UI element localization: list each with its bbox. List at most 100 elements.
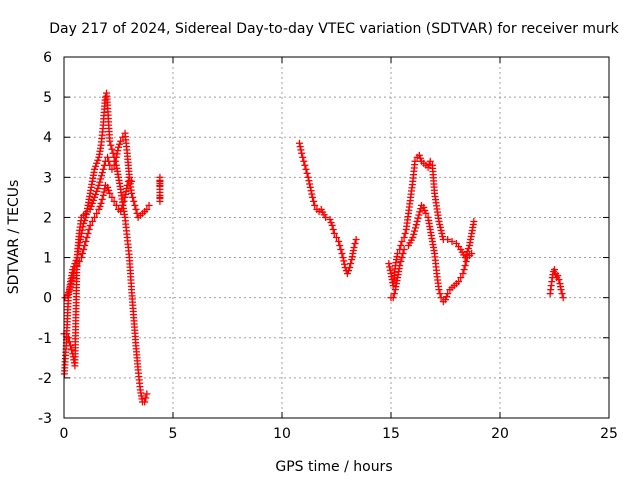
data-point	[82, 209, 90, 217]
y-axis-tick-labels: -3 -2 -1 0 1 2 3 4 5 6	[38, 50, 52, 427]
data-point	[436, 290, 444, 298]
data-point	[343, 270, 351, 278]
data-point	[66, 283, 74, 291]
y-tick-label: 2	[43, 210, 52, 226]
data-point	[112, 153, 120, 161]
data-point	[145, 201, 153, 209]
data-point	[438, 229, 446, 237]
data-point	[105, 157, 113, 165]
data-point	[344, 267, 352, 275]
y-tick-label: 6	[43, 50, 52, 66]
data-point	[97, 175, 105, 183]
data-point	[399, 250, 407, 258]
x-tick-label: 0	[60, 426, 69, 442]
data-point	[142, 394, 150, 402]
x-tick-label: 5	[169, 426, 178, 442]
data-point	[106, 189, 114, 197]
data-point	[422, 209, 430, 217]
data-point	[299, 153, 307, 161]
data-point	[295, 139, 303, 147]
data-point	[130, 197, 138, 205]
data-point	[304, 173, 312, 181]
data-point	[107, 141, 115, 149]
data-point	[117, 207, 125, 215]
data-point	[83, 234, 91, 241]
data-point	[437, 226, 445, 234]
data-point	[350, 244, 358, 252]
data-point	[88, 217, 96, 225]
data-point	[93, 209, 101, 217]
data-point	[75, 258, 83, 266]
data-point	[118, 204, 126, 212]
plot-frame	[63, 56, 610, 419]
data-point	[143, 205, 151, 213]
data-point	[415, 151, 423, 159]
data-point	[352, 236, 360, 244]
data-point	[94, 156, 102, 164]
data-point	[339, 254, 347, 262]
data-point	[302, 165, 310, 173]
data-point	[110, 161, 118, 169]
y-tick-label: -1	[38, 331, 52, 347]
data-point	[65, 286, 73, 294]
data-point	[347, 260, 355, 268]
data-point	[310, 197, 318, 205]
data-point	[125, 173, 133, 181]
series-arc-1d	[156, 173, 164, 205]
data-point	[400, 246, 408, 254]
data-point	[462, 251, 470, 259]
data-point	[141, 398, 149, 406]
data-point	[420, 203, 428, 211]
chart-title: Day 217 of 2024, Sidereal Day-to-day VTE…	[49, 21, 619, 37]
data-point	[436, 223, 444, 231]
data-point	[87, 202, 95, 210]
data-point	[128, 189, 136, 197]
data-point	[132, 205, 140, 213]
data-point	[464, 245, 472, 253]
y-tick-label: -3	[38, 411, 52, 427]
data-point	[306, 183, 314, 191]
data-point	[108, 193, 116, 201]
data-point	[119, 201, 127, 209]
data-point	[97, 199, 105, 207]
data-point	[81, 242, 89, 250]
data-point	[104, 153, 112, 161]
data-point	[411, 157, 419, 165]
data-point	[328, 221, 336, 229]
data-point	[96, 202, 104, 210]
data-point	[131, 201, 139, 209]
data-point	[307, 187, 315, 195]
data-point	[309, 193, 317, 201]
data-point	[67, 280, 75, 288]
data-point	[99, 191, 107, 199]
data-point	[555, 276, 563, 284]
data-point	[91, 213, 99, 221]
data-point	[554, 272, 562, 280]
data-point	[416, 154, 424, 162]
data-point	[95, 205, 103, 213]
x-tick-label: 25	[600, 426, 618, 442]
data-point	[436, 220, 444, 228]
series-arc-3b	[387, 201, 476, 306]
data-point	[91, 193, 99, 201]
grid-lines	[64, 57, 609, 418]
data-point	[110, 197, 118, 205]
data-point	[551, 266, 558, 274]
data-point	[156, 181, 164, 189]
data-point	[113, 150, 121, 158]
data-points	[60, 89, 567, 406]
data-point	[143, 390, 151, 398]
data-point	[335, 238, 343, 246]
data-point	[308, 190, 316, 198]
data-point	[409, 234, 417, 241]
data-point	[385, 260, 393, 268]
data-point	[326, 215, 334, 223]
data-point	[97, 172, 105, 180]
data-point	[413, 217, 421, 225]
data-point	[108, 165, 116, 173]
data-point	[67, 342, 75, 350]
data-point	[425, 160, 433, 168]
data-point	[421, 206, 429, 214]
data-point	[311, 201, 319, 209]
data-point	[298, 149, 306, 157]
